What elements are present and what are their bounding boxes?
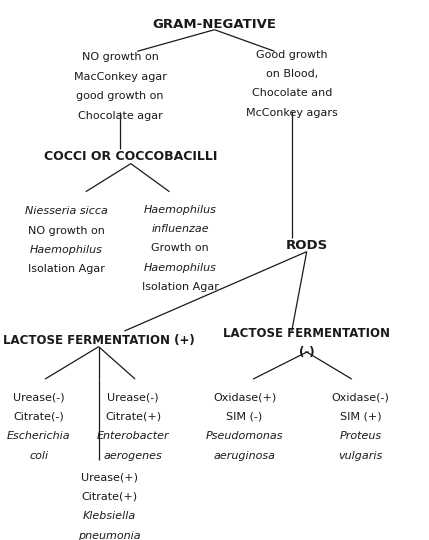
Text: SIM (+): SIM (+) (339, 412, 381, 422)
Text: vulgaris: vulgaris (338, 451, 383, 461)
Text: Haemophilus: Haemophilus (144, 205, 217, 214)
Text: Growth on: Growth on (151, 244, 209, 253)
Text: Haemophilus: Haemophilus (30, 245, 103, 255)
Text: on Blood,: on Blood, (266, 69, 318, 79)
Text: Chocolate agar: Chocolate agar (78, 111, 163, 120)
Text: pneumonia: pneumonia (78, 531, 141, 540)
Text: Good growth: Good growth (256, 50, 327, 59)
Text: Citrate(-): Citrate(-) (13, 412, 64, 422)
Text: Pseudomonas: Pseudomonas (206, 431, 283, 441)
Text: Niesseria sicca: Niesseria sicca (25, 206, 108, 216)
Text: LACTOSE FERMENTATION: LACTOSE FERMENTATION (223, 327, 390, 340)
Text: SIM (-): SIM (-) (227, 412, 263, 422)
Text: influenzae: influenzae (151, 224, 209, 234)
Text: Proteus: Proteus (339, 431, 381, 441)
Text: aerogenes: aerogenes (104, 451, 162, 461)
Text: Chocolate and: Chocolate and (251, 89, 332, 98)
Text: Urease(-): Urease(-) (107, 393, 159, 402)
Text: Citrate(+): Citrate(+) (105, 412, 161, 422)
Text: LACTOSE FERMENTATION (+): LACTOSE FERMENTATION (+) (3, 334, 194, 347)
Text: Citrate(+): Citrate(+) (82, 492, 137, 502)
Text: good growth on: good growth on (76, 91, 164, 101)
Text: Klebsiella: Klebsiella (83, 511, 136, 521)
Text: Oxidase(+): Oxidase(+) (213, 393, 276, 402)
Text: Urease(-): Urease(-) (13, 393, 64, 402)
Text: COCCI OR COCCOBACILLI: COCCI OR COCCOBACILLI (44, 150, 218, 163)
Text: Urease(+): Urease(+) (81, 472, 138, 482)
Text: aeruginosa: aeruginosa (214, 451, 275, 461)
Text: RODS: RODS (286, 239, 328, 252)
Text: Oxidase(-): Oxidase(-) (332, 393, 389, 402)
Text: GRAM-NEGATIVE: GRAM-NEGATIVE (152, 18, 277, 31)
Text: McConkey agars: McConkey agars (246, 108, 338, 118)
Text: MacConkey agar: MacConkey agar (74, 72, 166, 82)
Text: (-): (-) (299, 346, 314, 359)
Text: Isolation Agar: Isolation Agar (28, 265, 105, 274)
Text: NO growth on: NO growth on (28, 226, 105, 235)
Text: Escherichia: Escherichia (7, 431, 70, 441)
Text: Isolation Agar: Isolation Agar (142, 282, 219, 292)
Text: coli: coli (29, 451, 48, 461)
Text: Haemophilus: Haemophilus (144, 263, 217, 273)
Text: Enterobacter: Enterobacter (97, 431, 169, 441)
Text: NO growth on: NO growth on (82, 52, 159, 62)
